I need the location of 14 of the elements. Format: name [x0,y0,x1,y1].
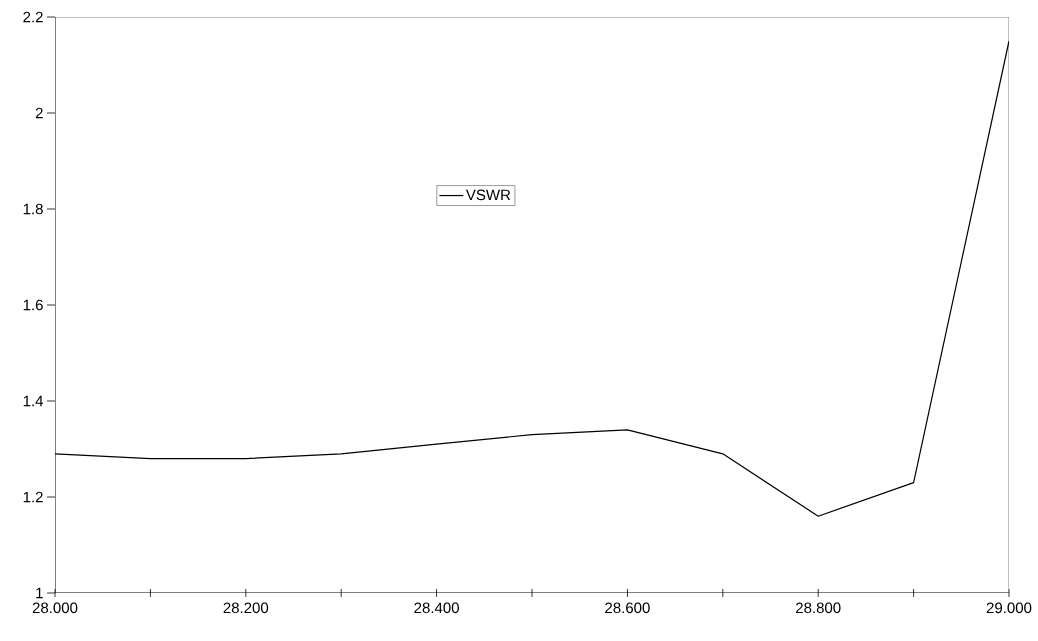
y-tick-label: 1.4 [23,395,44,407]
y-tick-label: 1.6 [23,299,43,311]
x-tick-label: 28.400 [414,602,459,614]
legend-label: VSWR [465,189,511,201]
y-tick-label: 1.8 [23,203,43,215]
y-tick-label: 2.2 [23,11,43,23]
y-tick-label: 1 [36,587,43,599]
x-tick-label: 29.000 [986,602,1032,614]
x-tick-label: 28.800 [796,602,841,614]
y-tick-label: 2 [35,107,43,119]
y-tick-label: 1.2 [23,491,43,503]
x-tick-label: 28.600 [605,602,650,614]
x-tick-label: 28.000 [32,602,78,614]
x-tick-label: 28.200 [223,602,269,614]
